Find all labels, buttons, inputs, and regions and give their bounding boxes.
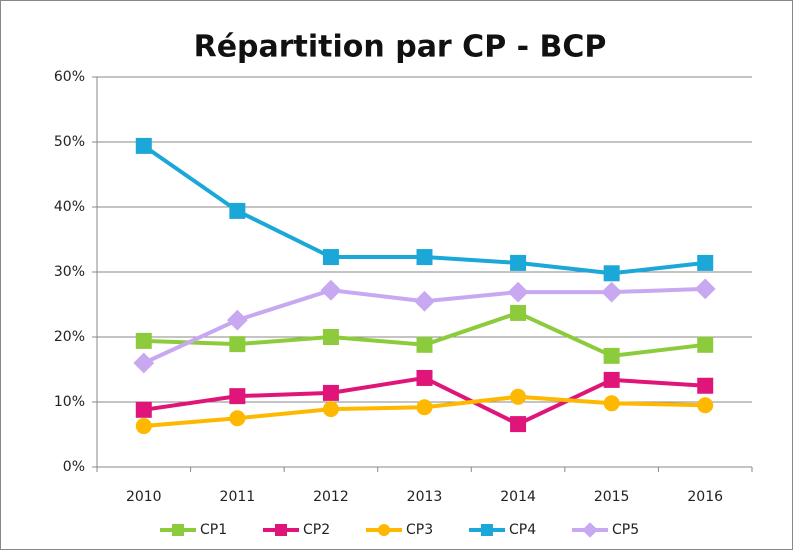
legend-marker [172,524,184,536]
data-point [510,416,527,433]
data-point [697,254,714,271]
data-point [229,202,246,219]
data-point [603,395,620,412]
data-point [603,347,620,364]
legend-label: CP1 [200,522,227,538]
data-point [322,249,339,266]
legend-label: CP4 [509,522,536,538]
y-tick-label: 50% [54,134,85,150]
data-point [229,336,246,353]
data-point [697,336,714,353]
data-point [416,369,433,386]
chart-title: Répartition par CP - BCP [194,30,607,65]
data-point [229,388,246,405]
data-point [322,329,339,345]
y-tick-label: 40% [54,199,85,215]
data-point [601,281,623,303]
data-point [414,290,435,312]
y-tick-label: 30% [54,264,85,280]
data-point [510,254,527,271]
legend-label: CP5 [612,522,639,538]
x-tick-label: 2013 [407,489,443,505]
data-point [226,309,248,331]
data-point [322,384,339,401]
legend-marker [378,524,390,536]
x-tick-label: 2011 [220,489,256,505]
data-point [322,401,339,418]
data-point [510,388,527,405]
x-tick-label: 2014 [500,489,536,505]
data-point [135,418,152,435]
data-point [416,249,433,266]
legend-label: CP2 [303,522,330,538]
data-point [135,137,152,154]
data-point [603,371,620,388]
data-point [507,281,529,303]
y-tick-label: 0% [63,459,85,475]
y-tick-label: 60% [54,69,85,85]
x-tick-label: 2012 [313,489,349,505]
data-point [416,336,433,353]
legend-marker [481,524,493,536]
data-point [416,399,433,416]
data-point [694,278,716,300]
data-point [135,401,152,418]
data-point [697,377,714,394]
data-point [133,352,155,374]
legend-marker [582,522,598,538]
data-point [135,332,152,349]
y-tick-label: 10% [54,394,85,410]
data-point [229,410,246,427]
legend-label: CP3 [406,522,433,538]
legend-marker [275,524,287,536]
data-point [603,265,620,282]
x-tick-label: 2010 [126,489,162,505]
y-tick-label: 20% [54,329,85,345]
data-point [510,304,527,321]
x-tick-label: 2016 [687,489,723,505]
data-point [320,279,342,301]
data-point [697,397,714,414]
x-tick-label: 2015 [594,489,630,505]
